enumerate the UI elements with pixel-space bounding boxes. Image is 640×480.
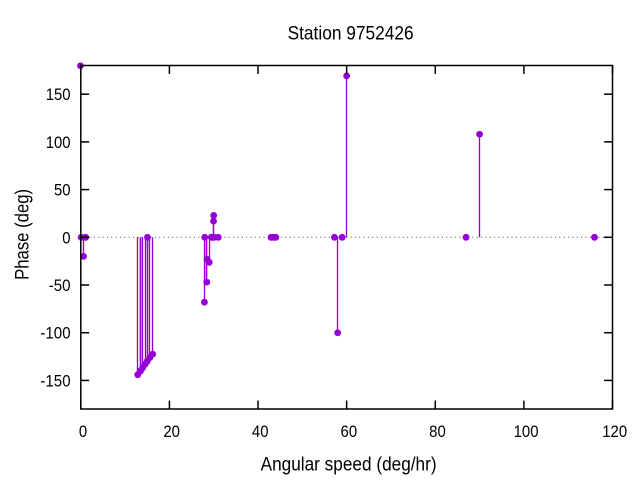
svg-text:Phase (deg): Phase (deg) <box>11 189 33 280</box>
svg-text:-50: -50 <box>49 277 71 295</box>
svg-text:-100: -100 <box>40 325 70 343</box>
svg-text:80: 80 <box>429 423 446 441</box>
svg-text:Angular speed (deg/hr): Angular speed (deg/hr) <box>261 454 437 476</box>
svg-text:40: 40 <box>252 423 269 441</box>
svg-text:-150: -150 <box>40 372 70 390</box>
svg-text:20: 20 <box>163 423 180 441</box>
svg-text:60: 60 <box>341 423 358 441</box>
svg-text:120: 120 <box>602 423 627 441</box>
svg-text:100: 100 <box>46 134 71 152</box>
svg-text:Station 9752426: Station 9752426 <box>288 23 414 45</box>
svg-text:50: 50 <box>54 182 71 200</box>
svg-text:0: 0 <box>62 229 70 247</box>
svg-text:150: 150 <box>46 86 71 104</box>
svg-text:100: 100 <box>514 423 539 441</box>
svg-text:0: 0 <box>79 423 87 441</box>
